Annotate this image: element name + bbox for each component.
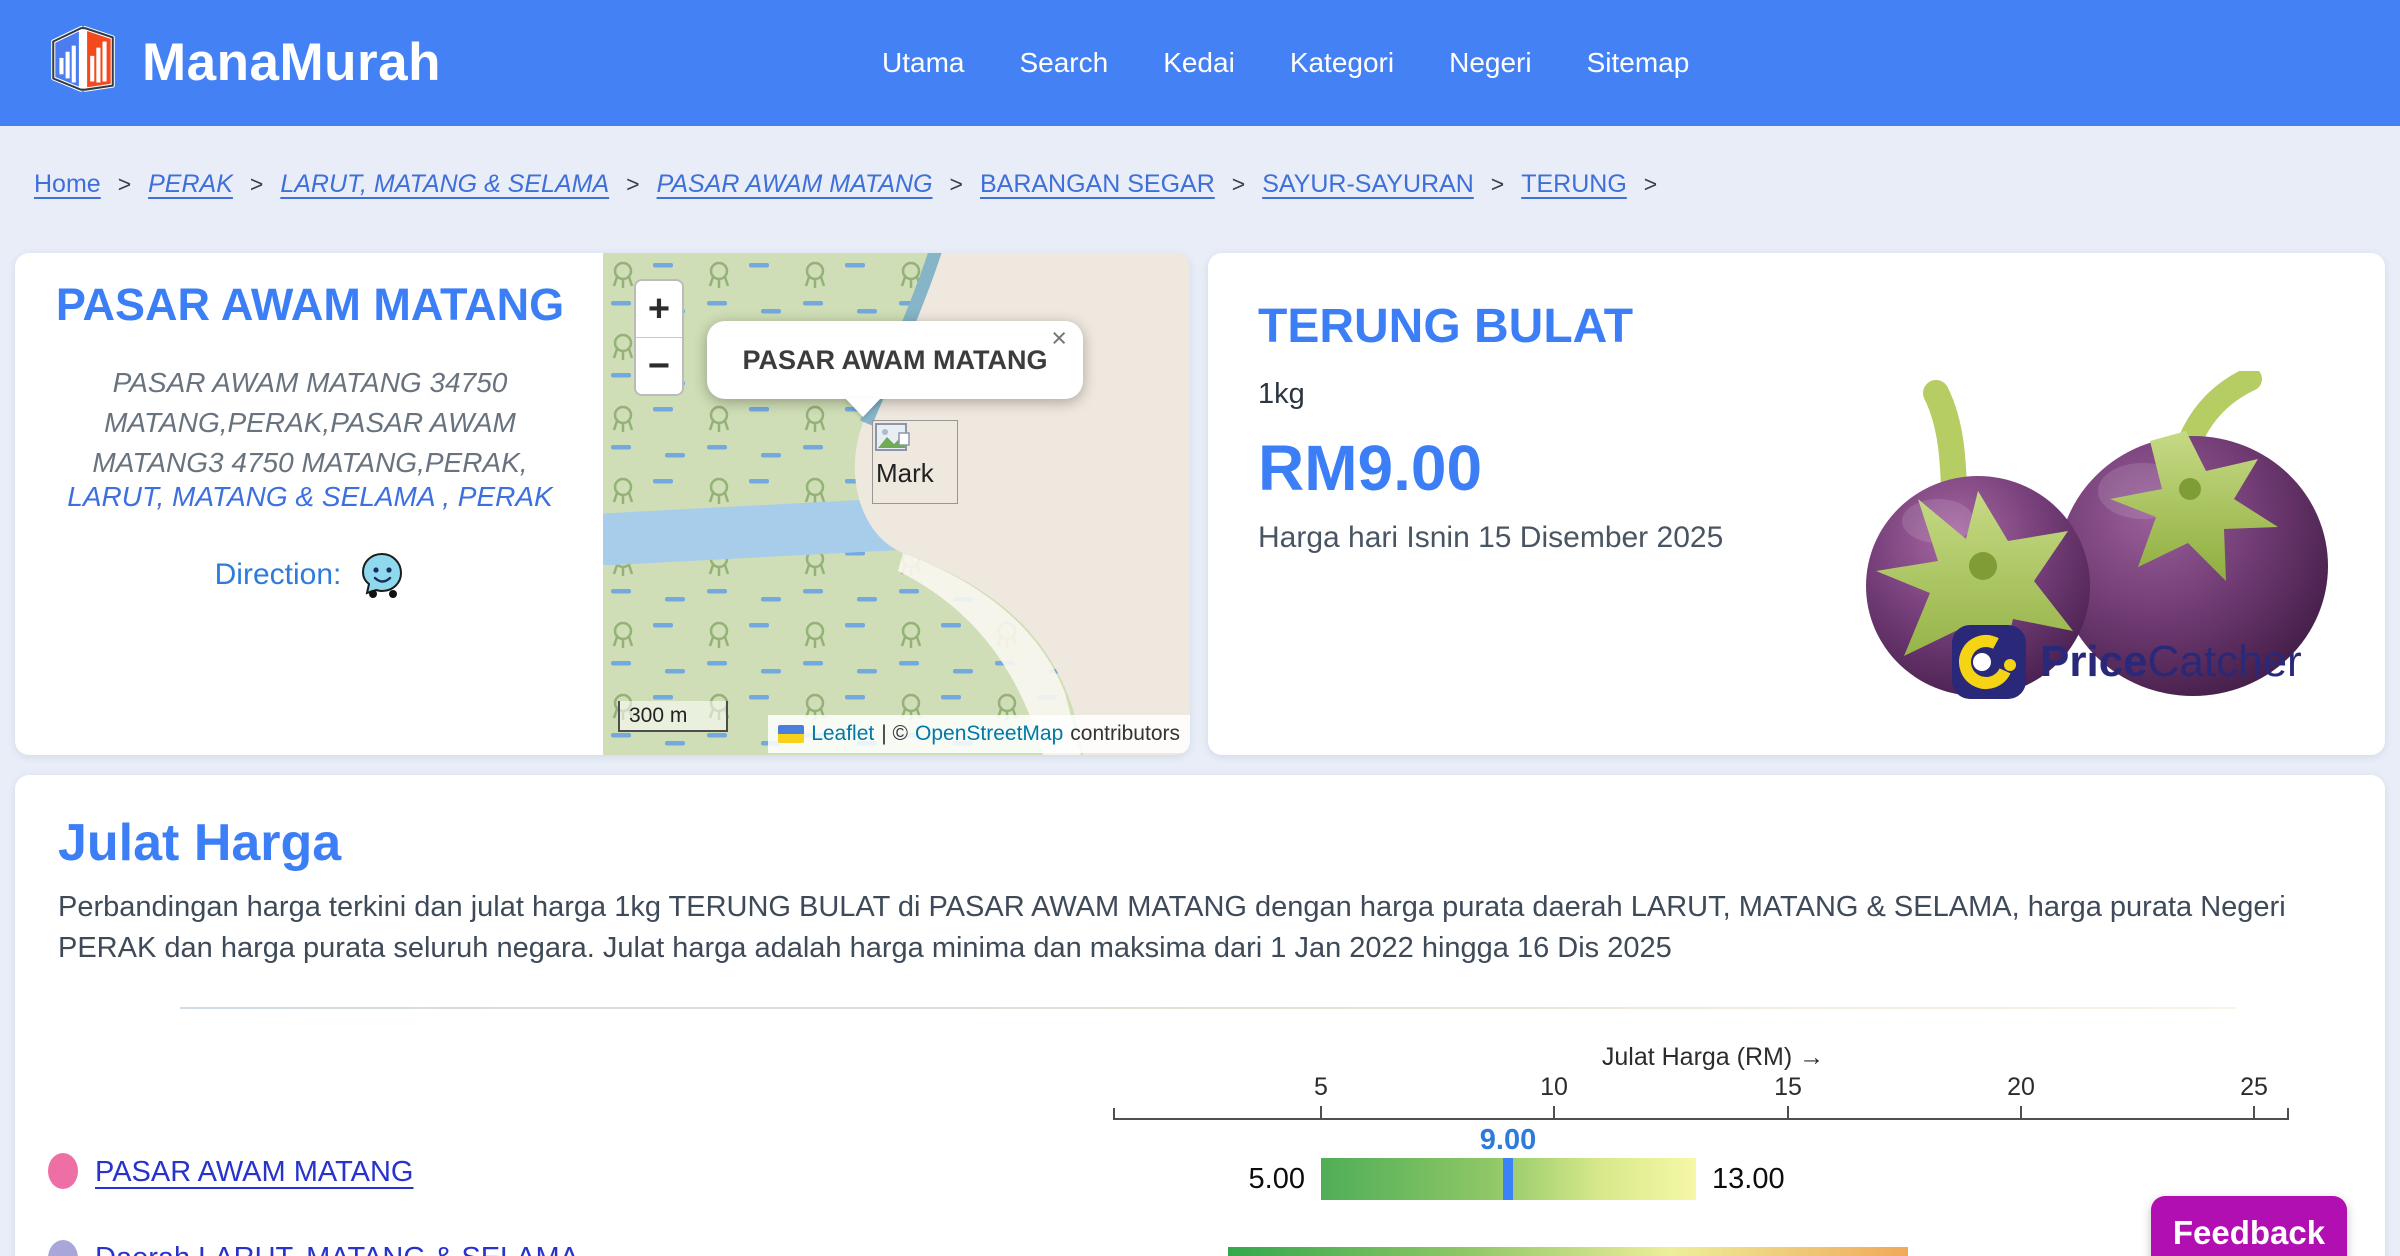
store-info: PASAR AWAM MATANG PASAR AWAM MATANG 3475…: [15, 253, 605, 755]
axis-tick-label: 20: [2007, 1073, 2035, 1101]
axis-tick: [1787, 1106, 1789, 1119]
store-address: PASAR AWAM MATANG 34750 MATANG,PERAK,PAS…: [92, 367, 528, 478]
range-row-store-link[interactable]: PASAR AWAM MATANG: [95, 1156, 414, 1188]
breadcrumb-category[interactable]: BARANGAN SEGAR: [979, 170, 1215, 198]
feedback-button[interactable]: Feedback: [2151, 1196, 2347, 1256]
nav-item-utama[interactable]: Utama: [882, 47, 965, 78]
map-scale-bar: 300 m: [618, 701, 728, 732]
main-nav: Utama Search Kedai Kategori Negeri Sitem…: [882, 0, 1689, 126]
district-state-separator: ,: [442, 481, 451, 512]
chart-axis-line: [1113, 1118, 2289, 1120]
chart-axis-title: Julat Harga (RM) →: [1601, 1043, 1825, 1071]
breadcrumb-separator: >: [1231, 171, 1246, 197]
direction-row: Direction:: [15, 551, 605, 599]
product-price-date: Harga hari Isnin 15 Disember 2025: [1258, 521, 1724, 554]
district-link[interactable]: LARUT, MATANG & SELAMA: [67, 481, 435, 512]
axis-endcap-right: [2287, 1108, 2289, 1119]
product-price: RM9.00: [1258, 432, 1483, 504]
price-range-card: Julat Harga Perbandingan harga terkini d…: [15, 775, 2385, 1256]
legend-dot-store: [48, 1153, 78, 1189]
attribution-suffix: contributors: [1070, 722, 1180, 745]
map-popup-title: PASAR AWAM MATANG: [742, 344, 1048, 375]
map-popup: PASAR AWAM MATANG ×: [707, 321, 1083, 399]
manamurah-logo-icon: [51, 26, 115, 92]
axis-endcap-left: [1113, 1108, 1115, 1119]
breadcrumb-district[interactable]: LARUT, MATANG & SELAMA: [280, 170, 610, 198]
product-card: TERUNG BULAT 1kg RM9.00 Harga hari Isnin…: [1208, 253, 2385, 755]
range-current-value: 9.00: [1479, 1124, 1537, 1156]
breadcrumb-store[interactable]: PASAR AWAM MATANG: [656, 170, 933, 198]
range-bar-district: [1228, 1247, 1908, 1256]
broken-image-icon: [875, 423, 910, 451]
popup-close-icon[interactable]: ×: [1051, 323, 1067, 353]
axis-tick: [1320, 1106, 1322, 1119]
top-navbar: ManaMurah Utama Search Kedai Kategori Ne…: [0, 0, 2400, 126]
pricecatcher-icon: [1952, 625, 2026, 699]
waze-icon[interactable]: [357, 551, 405, 599]
axis-tick-label: 25: [2240, 1073, 2268, 1101]
store-card: PASAR AWAM MATANG PASAR AWAM MATANG 3475…: [15, 253, 1190, 755]
legend-dot-district: [48, 1240, 78, 1256]
state-link[interactable]: PERAK: [457, 481, 553, 512]
pricecatcher-word-light: Catcher: [2147, 637, 2302, 686]
breadcrumb-separator: >: [949, 171, 963, 197]
section-description: Perbandingan harga terkini dan julat har…: [58, 891, 2286, 964]
range-max-value: 13.00: [1712, 1163, 1785, 1195]
breadcrumb-separator: >: [1490, 171, 1505, 197]
breadcrumb-item[interactable]: TERUNG: [1521, 170, 1627, 198]
product-unit: 1kg: [1258, 378, 1305, 410]
pricecatcher-word-bold: Price: [2040, 637, 2148, 686]
breadcrumb-subcategory[interactable]: SAYUR-SAYURAN: [1262, 170, 1474, 198]
axis-tick-label: 15: [1774, 1073, 1802, 1101]
direction-label: Direction:: [214, 558, 342, 591]
breadcrumb: Home > PERAK > LARUT, MATANG & SELAMA > …: [34, 170, 1657, 199]
store-name: PASAR AWAM MATANG: [55, 279, 565, 330]
zoom-in-button[interactable]: +: [636, 281, 682, 338]
nav-item-kedai[interactable]: Kedai: [1163, 47, 1235, 78]
pricecatcher-logo: PriceCatcher: [1952, 625, 2302, 699]
pricecatcher-wordmark: PriceCatcher: [2040, 637, 2302, 687]
map-marker[interactable]: Mark: [872, 420, 958, 504]
axis-tick-label: 10: [1540, 1073, 1568, 1101]
breadcrumb-separator: >: [626, 171, 640, 197]
breadcrumb-home[interactable]: Home: [34, 170, 101, 198]
axis-tick-label: 5: [1314, 1073, 1328, 1101]
map-zoom-control: + −: [634, 279, 684, 396]
leaflet-link[interactable]: Leaflet: [811, 722, 875, 745]
section-title: Julat Harga: [58, 814, 342, 872]
breadcrumb-separator: >: [249, 171, 264, 197]
range-min-value: 5.00: [1248, 1163, 1305, 1195]
nav-item-kategori[interactable]: Kategori: [1289, 47, 1395, 78]
ukraine-flag-icon: [778, 725, 805, 743]
brand-logo-link[interactable]: ManaMurah: [46, 22, 441, 102]
leaflet-map[interactable]: + − Mark PASAR AWAM MATANG × 300 m: [603, 253, 1190, 755]
axis-tick: [1553, 1106, 1555, 1119]
zoom-out-button[interactable]: −: [636, 338, 682, 394]
popup-tail: [845, 398, 881, 417]
nav-item-search[interactable]: Search: [1019, 47, 1109, 78]
store-district-line: LARUT, MATANG & SELAMA , PERAK: [15, 481, 605, 513]
breadcrumb-state[interactable]: PERAK: [148, 170, 233, 198]
range-row-district-link[interactable]: Daerah LARUT, MATANG & SELAMA: [95, 1242, 579, 1256]
section-divider: [180, 1007, 2235, 1009]
marker-alt-text: Mark: [876, 458, 934, 488]
axis-tick: [2253, 1106, 2255, 1119]
openstreetmap-link[interactable]: OpenStreetMap: [915, 722, 1064, 745]
nav-item-sitemap[interactable]: Sitemap: [1586, 47, 1690, 78]
attribution-separator: | ©: [881, 722, 909, 745]
axis-tick: [2020, 1106, 2022, 1119]
map-attribution: Leaflet | © OpenStreetMap contributors: [768, 715, 1190, 753]
brand-name: ManaMurah: [142, 32, 441, 92]
product-name: TERUNG BULAT: [1258, 300, 1634, 353]
product-image-eggplants: [1866, 371, 2328, 696]
current-price-marker: [1503, 1158, 1513, 1200]
nav-item-negeri[interactable]: Negeri: [1449, 47, 1532, 78]
breadcrumb-separator: >: [1643, 171, 1658, 197]
breadcrumb-separator: >: [117, 171, 132, 197]
